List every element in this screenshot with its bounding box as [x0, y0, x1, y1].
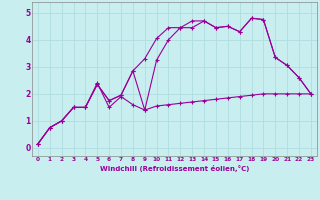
X-axis label: Windchill (Refroidissement éolien,°C): Windchill (Refroidissement éolien,°C) — [100, 165, 249, 172]
